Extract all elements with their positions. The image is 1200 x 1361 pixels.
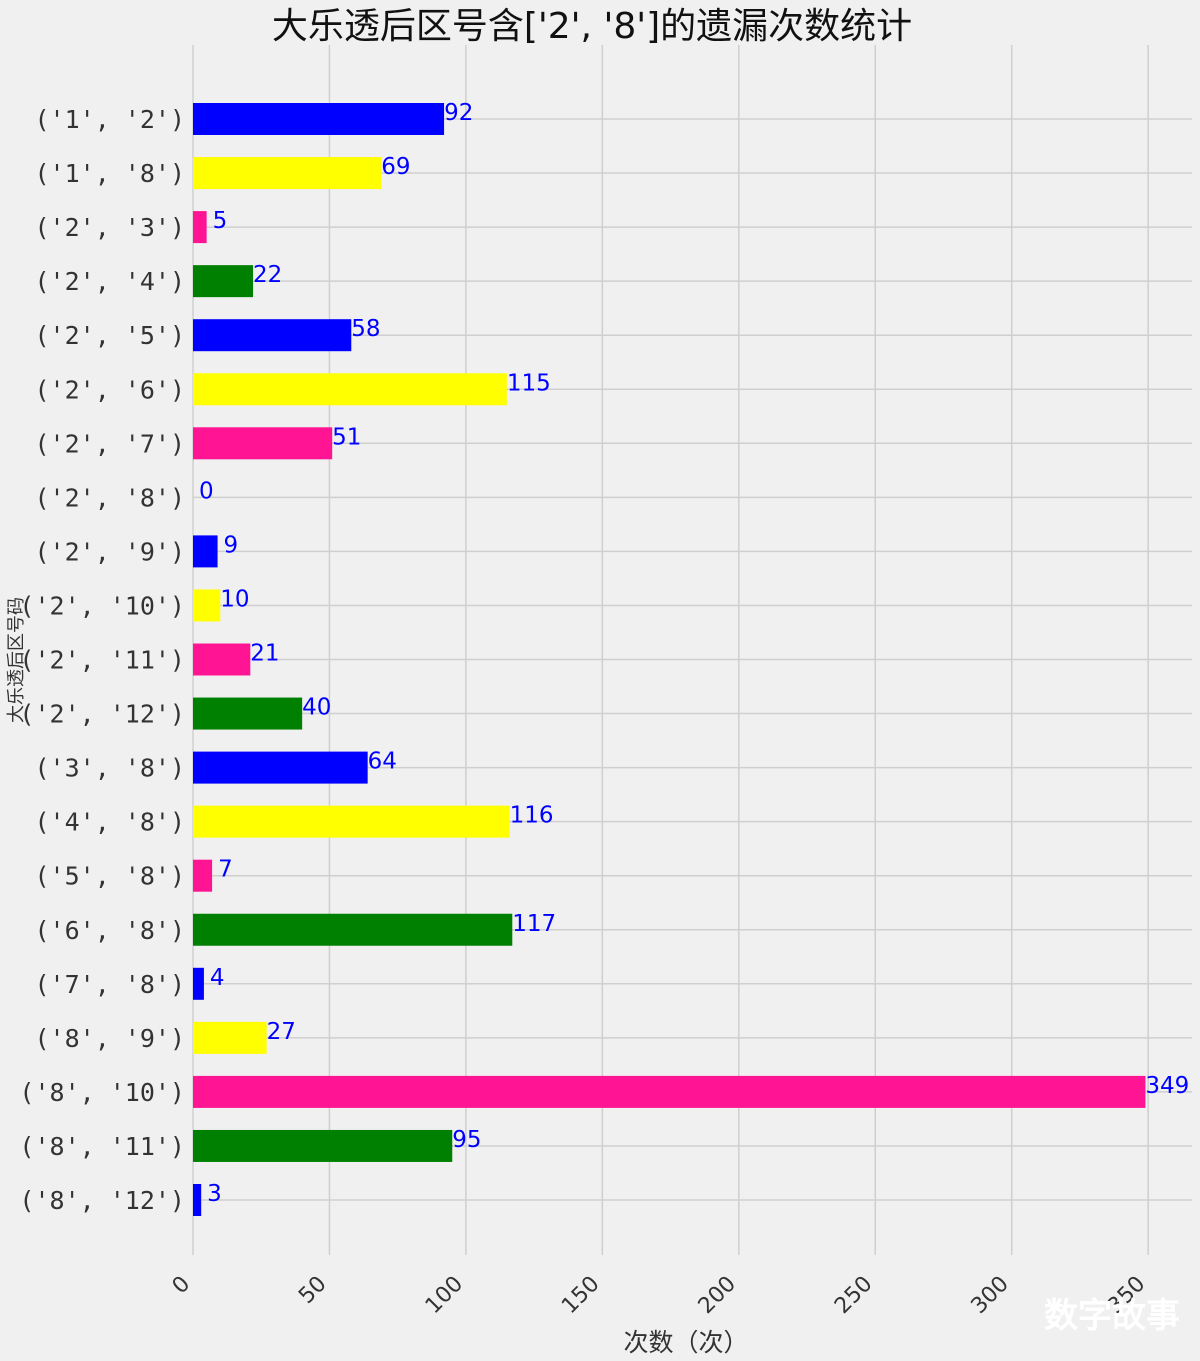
data-label: 92 — [444, 100, 473, 126]
data-label: 95 — [452, 1127, 481, 1153]
bar — [193, 319, 352, 352]
x-tick-label: 150 — [557, 1272, 604, 1319]
y-tick-label: ('1', '2') — [34, 105, 185, 134]
data-label: 7 — [218, 857, 233, 883]
x-tick-label: 200 — [694, 1272, 741, 1319]
y-tick-label: ('7', '8') — [34, 970, 185, 999]
data-label: 0 — [199, 478, 214, 504]
data-label: 27 — [267, 1019, 296, 1045]
y-tick-label: ('4', '8') — [34, 808, 185, 837]
x-axis-label: 次数（次） — [623, 1328, 748, 1357]
bars — [193, 103, 1146, 1216]
y-tick-label: ('2', '3') — [34, 213, 185, 242]
bar — [193, 1075, 1146, 1108]
y-tick-label: ('2', '7') — [34, 429, 185, 458]
bar — [193, 751, 368, 784]
chart-title: 大乐透后区号含['2', '8']的遗漏次数统计 — [272, 6, 912, 47]
y-tick-label: ('6', '8') — [34, 916, 185, 945]
data-label: 22 — [253, 262, 282, 288]
y-tick-label: ('8', '12') — [19, 1186, 185, 1215]
bar — [193, 1184, 202, 1216]
y-tick-label: ('2', '12') — [19, 700, 185, 729]
bar — [193, 805, 510, 838]
data-label: 21 — [250, 641, 279, 667]
y-tick-label: ('2', '11') — [19, 646, 185, 675]
data-label: 58 — [351, 316, 380, 342]
x-tick-label: 100 — [421, 1272, 468, 1319]
data-label: 5 — [213, 208, 228, 234]
y-tick-label: ('1', '8') — [34, 159, 185, 188]
y-tick-label: ('2', '6') — [34, 375, 185, 404]
bar — [193, 967, 204, 1000]
bar — [193, 643, 251, 676]
x-tick-labels: 0 50 100 150 200 250 300 350 — [168, 1272, 1151, 1319]
bar — [193, 859, 213, 892]
y-tick-label: ('8', '9') — [34, 1024, 185, 1053]
y-tick-label: ('2', '4') — [34, 267, 185, 296]
data-label: 115 — [507, 370, 551, 396]
data-label: 64 — [368, 749, 397, 775]
data-label: 3 — [207, 1181, 222, 1207]
bar — [193, 1021, 267, 1054]
bar — [193, 103, 445, 135]
bar — [193, 697, 303, 730]
y-axis-label: 大乐透后区号码 — [6, 597, 27, 723]
x-tick-label: 300 — [967, 1272, 1014, 1319]
bar — [193, 913, 513, 946]
grid — [192, 45, 1192, 1255]
data-label: 9 — [224, 532, 239, 558]
y-tick-label: ('5', '8') — [34, 862, 185, 891]
y-tick-labels: ('1', '2') ('1', '8') ('2', '3') ('2', '4')… — [19, 105, 185, 1215]
bar — [193, 427, 333, 460]
bar — [193, 589, 221, 622]
bar — [193, 157, 382, 190]
y-tick-label: ('8', '11') — [19, 1132, 185, 1161]
y-tick-label: ('2', '5') — [34, 321, 185, 350]
bar — [193, 1129, 453, 1162]
y-tick-label: ('3', '8') — [34, 754, 185, 783]
data-label: 40 — [302, 695, 331, 721]
x-tick-label: 50 — [294, 1272, 331, 1309]
y-tick-label: ('2', '10') — [19, 591, 185, 620]
watermark: 数字故事 — [1044, 1296, 1180, 1336]
bar — [193, 265, 254, 298]
data-label: 116 — [510, 803, 554, 829]
bar — [193, 373, 507, 406]
data-label: 10 — [220, 586, 249, 612]
x-tick-label: 250 — [830, 1272, 877, 1319]
bar — [193, 211, 207, 244]
x-tick-label: 0 — [168, 1272, 196, 1300]
data-label: 69 — [381, 154, 410, 180]
y-tick-label: ('8', '10') — [19, 1078, 185, 1107]
data-label: 4 — [210, 965, 225, 991]
data-label: 349 — [1145, 1073, 1189, 1099]
y-tick-label: ('2', '8') — [34, 483, 185, 512]
y-tick-label: ('2', '9') — [34, 537, 185, 566]
data-label: 117 — [512, 911, 556, 937]
data-label: 51 — [332, 424, 361, 450]
bar — [193, 535, 218, 568]
data-labels: 92 69 5 22 58 115 51 0 9 10 21 40 64 116 7 117 4 27 349 95 3 — [199, 100, 1189, 1207]
